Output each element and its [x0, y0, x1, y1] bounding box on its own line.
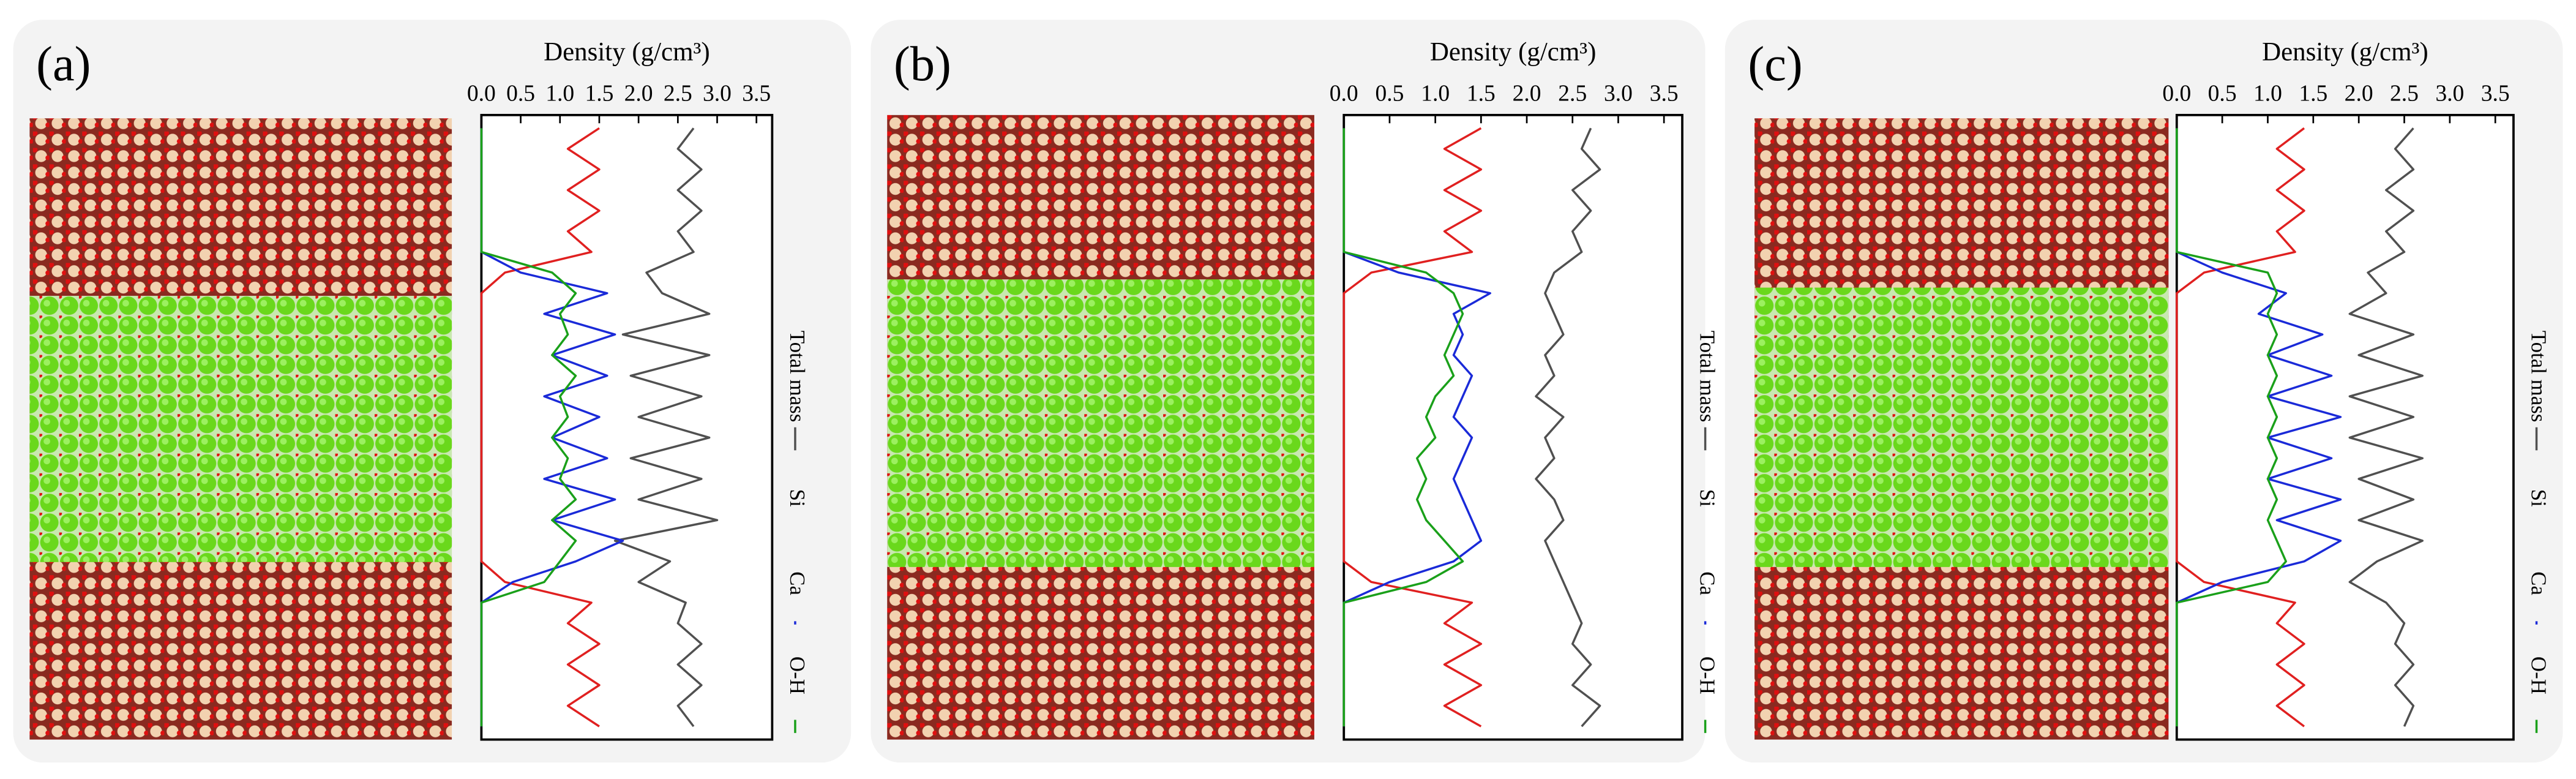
panel-label: (c) [1748, 37, 1802, 91]
x-tick-label: 2.5 [664, 81, 692, 106]
panel-label: (a) [36, 37, 91, 91]
legend-label: Ca [2526, 571, 2550, 595]
density-line [2176, 128, 2287, 727]
x-tick-label: 2.5 [1558, 81, 1587, 106]
legend-label: O-H [2526, 657, 2550, 694]
density-line [1342, 128, 1464, 727]
x-tick-label: 1.0 [1421, 81, 1450, 106]
legend-label: Ca [1696, 571, 1720, 595]
axis-title: Density (g/cm³) [2262, 37, 2428, 66]
legend-label: O-H [785, 657, 809, 694]
density-line [2176, 127, 2305, 728]
density-line [480, 127, 601, 728]
density-line [613, 127, 719, 728]
density-line [480, 128, 577, 727]
plot-frame [480, 113, 774, 741]
x-tick-label: 1.0 [545, 81, 574, 106]
density-line [1535, 127, 1601, 728]
panel-label: (b) [894, 37, 951, 91]
x-tick-label: 2.0 [1513, 81, 1541, 106]
legend-label: Total mass [2526, 331, 2550, 423]
axis-title: Density (g/cm³) [1430, 37, 1597, 66]
legend-label: Si [2526, 489, 2550, 507]
x-tick-label: 2.0 [624, 81, 653, 106]
x-tick-label: 1.5 [585, 81, 613, 106]
plot-frame [2175, 113, 2515, 741]
legend-label: O-H [1696, 657, 1720, 694]
plot-frame [1342, 113, 1683, 741]
x-tick-label: 3.5 [742, 81, 771, 106]
x-tick-label: 1.5 [2299, 81, 2327, 106]
x-tick-label: 3.0 [1604, 81, 1633, 106]
x-tick-label: 1.0 [2253, 81, 2282, 106]
x-tick-label: 3.5 [1650, 81, 1679, 106]
x-tick-label: 0.5 [506, 81, 535, 106]
x-tick-label: 2.5 [2390, 81, 2419, 106]
legend-label: Si [785, 489, 809, 507]
legend-label: Total mass [785, 331, 809, 423]
x-tick-label: 0.0 [2162, 81, 2191, 106]
x-tick-label: 2.0 [2345, 81, 2373, 106]
x-tick-label: 3.0 [2435, 81, 2464, 106]
density-line [2348, 127, 2424, 727]
x-tick-label: 0.0 [1330, 81, 1358, 106]
x-tick-label: 0.5 [1375, 81, 1404, 106]
legend-label: Ca [785, 571, 809, 595]
x-tick-label: 3.0 [703, 81, 732, 106]
x-tick-label: 0.0 [467, 81, 496, 106]
x-tick-label: 1.5 [1467, 81, 1496, 106]
x-tick-label: 3.5 [2481, 81, 2510, 106]
legend-label: Total mass [1696, 331, 1720, 423]
legend-label: Si [1696, 489, 1720, 507]
axis-title: Density (g/cm³) [544, 37, 710, 66]
x-tick-label: 0.5 [2208, 81, 2237, 106]
density-line [1342, 127, 1483, 728]
